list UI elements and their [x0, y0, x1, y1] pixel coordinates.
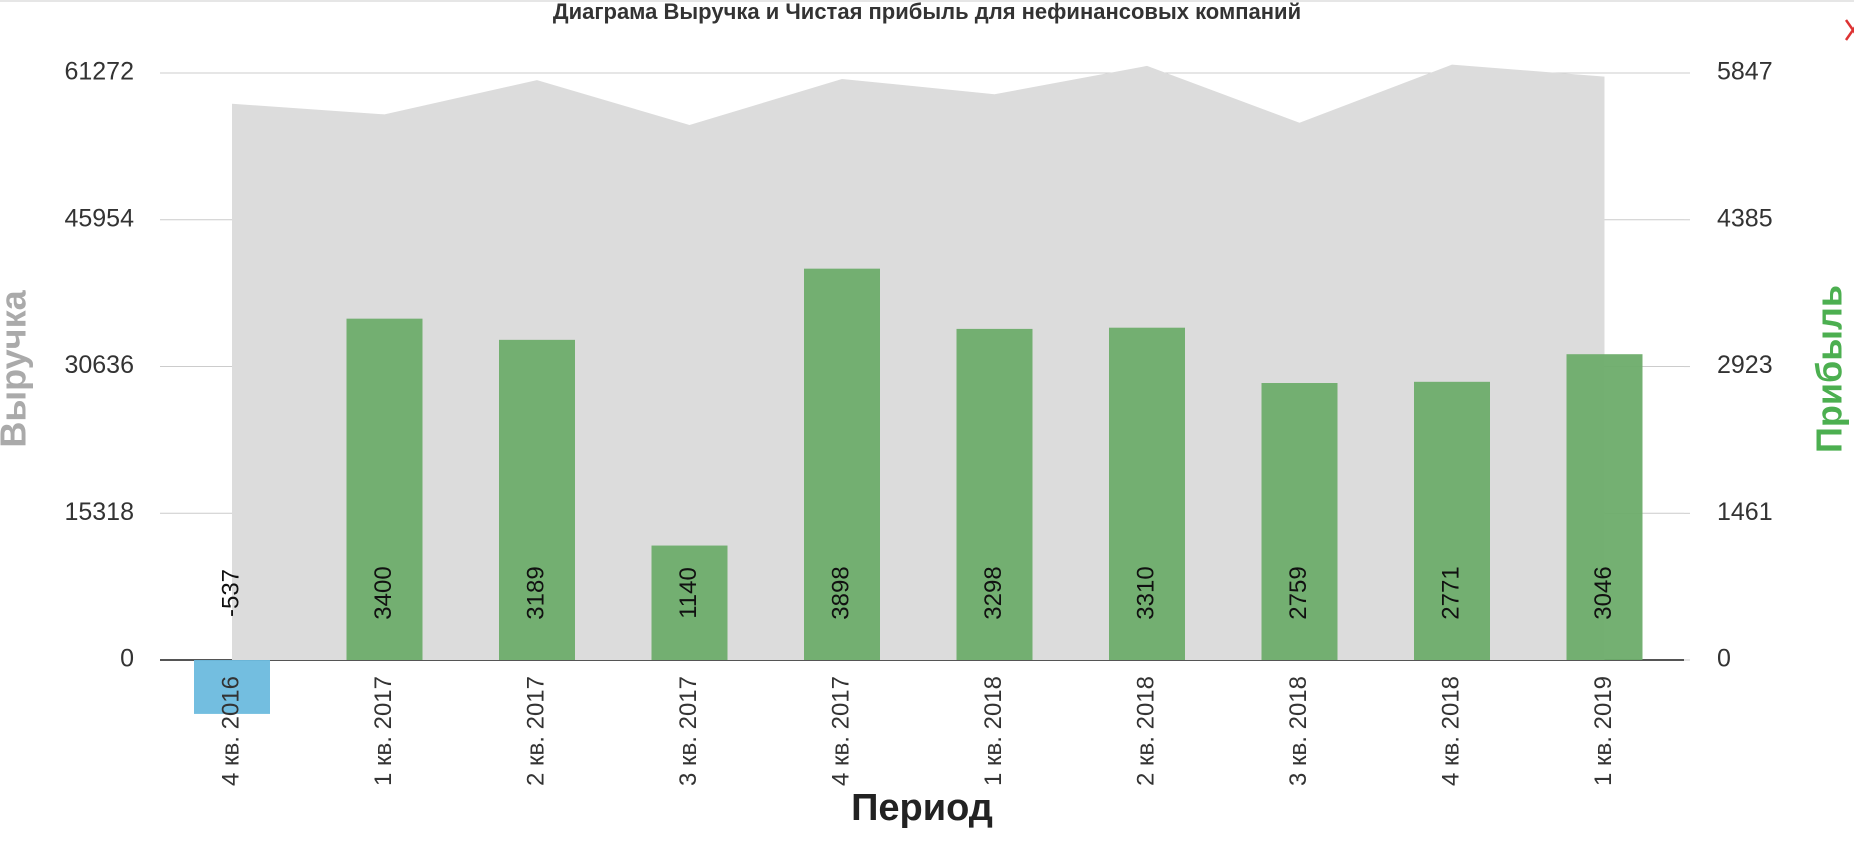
y-tick-label: 30636	[64, 351, 134, 379]
x-axis-title: Период	[851, 787, 993, 829]
value-label: 3046	[1590, 566, 1617, 619]
bar	[499, 339, 575, 660]
y2-tick-label: 1461	[1717, 498, 1773, 526]
bar	[651, 545, 728, 660]
bar	[1566, 354, 1643, 660]
x-tick-label: 1 кв. 2017	[370, 676, 397, 786]
y2-tick-label: 5847	[1717, 58, 1773, 86]
x-tick-label: 3 кв. 2017	[675, 676, 702, 786]
y-tick-label: 15318	[64, 498, 134, 526]
y-tick-label: 45954	[64, 204, 134, 232]
bar	[1414, 381, 1490, 660]
labels: 0 15318 30636 45954 61272 0 1461 2923 4385 5847 4 …	[64, 58, 1772, 786]
bar	[1261, 383, 1338, 660]
value-label: 3898	[827, 566, 854, 619]
x-tick-label: 1 кв. 2019	[1590, 676, 1617, 786]
x-tick-label: 4 кв. 2018	[1437, 676, 1464, 786]
value-label: 2759	[1285, 566, 1312, 619]
x-tick-label: 2 кв. 2017	[522, 676, 549, 786]
y-tick-label: 61272	[64, 58, 134, 86]
x-tick-label: 4 кв. 2017	[827, 676, 854, 786]
y2-tick-label: 4385	[1717, 204, 1773, 232]
x-tick-label: 2 кв. 2018	[1132, 676, 1159, 786]
bar	[194, 660, 270, 714]
bar	[1109, 327, 1185, 660]
area-layer	[232, 64, 1605, 661]
value-label: -537	[217, 569, 244, 617]
y-axis-title: Выручка	[0, 289, 34, 447]
bar	[346, 318, 423, 660]
y2-axis-title: Прибыль	[1809, 285, 1850, 453]
value-label: 2771	[1437, 566, 1464, 619]
bar	[956, 328, 1033, 660]
value-label: 3298	[980, 566, 1007, 619]
value-label: 3189	[522, 566, 549, 619]
x-tick-label: 1 кв. 2018	[980, 676, 1007, 786]
value-label: 3400	[370, 566, 397, 619]
bar-layer	[194, 268, 1643, 714]
y-tick-label: 0	[120, 645, 134, 673]
y2-tick-label: 0	[1717, 645, 1731, 673]
chart-title: Диаграма Выручка и Чистая прибыль для не…	[553, 0, 1301, 24]
x-tick-label: 4 кв. 2016	[217, 676, 244, 786]
close-button[interactable]	[1844, 19, 1854, 41]
value-label: 1140	[675, 567, 702, 619]
x-tick-label: 3 кв. 2018	[1285, 676, 1312, 786]
bar	[804, 268, 880, 660]
value-label: 3310	[1132, 566, 1159, 619]
area	[232, 64, 1605, 661]
y2-tick-label: 2923	[1717, 351, 1773, 379]
